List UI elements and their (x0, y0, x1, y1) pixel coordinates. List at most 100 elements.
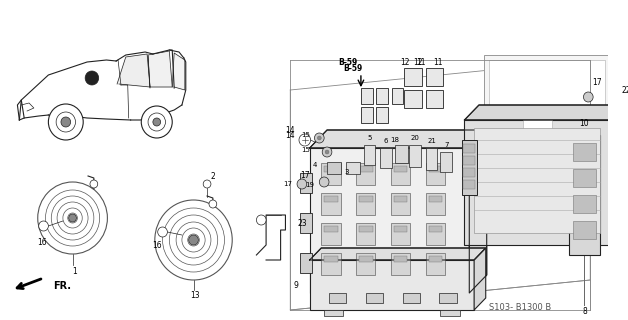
Bar (409, 145, 421, 167)
Text: B-59: B-59 (338, 58, 358, 67)
Circle shape (319, 177, 329, 187)
Text: 6: 6 (384, 138, 388, 144)
Text: 15: 15 (301, 147, 310, 153)
Bar (426, 193, 445, 215)
Bar (376, 88, 388, 104)
Text: B-59: B-59 (344, 63, 363, 73)
Circle shape (38, 182, 107, 254)
Bar (361, 88, 372, 104)
Circle shape (297, 179, 306, 189)
Circle shape (51, 196, 94, 240)
Bar (440, 310, 460, 316)
Bar (356, 193, 376, 215)
Bar (463, 168, 475, 177)
Bar (440, 152, 452, 172)
Bar (361, 107, 372, 123)
Circle shape (68, 214, 77, 222)
Circle shape (39, 221, 48, 231)
Bar (429, 256, 442, 262)
Bar (426, 90, 443, 108)
Bar (392, 88, 403, 104)
Circle shape (317, 136, 322, 140)
Bar (463, 144, 475, 153)
Circle shape (325, 150, 329, 154)
Circle shape (85, 71, 99, 85)
Bar (426, 163, 445, 185)
Bar (489, 60, 605, 135)
Circle shape (256, 215, 266, 225)
Polygon shape (148, 51, 172, 87)
Circle shape (90, 180, 98, 188)
Bar (310, 148, 469, 293)
Circle shape (48, 104, 84, 140)
Text: 1: 1 (72, 268, 77, 276)
Text: 16: 16 (152, 241, 161, 250)
Polygon shape (117, 54, 150, 87)
Bar (322, 193, 340, 215)
Bar (404, 68, 422, 86)
Bar (573, 221, 596, 239)
Bar (322, 253, 340, 275)
Text: 9: 9 (293, 281, 298, 290)
Bar (569, 135, 600, 255)
Bar (364, 145, 376, 165)
Bar (426, 68, 443, 86)
Bar (391, 163, 410, 185)
Text: 11: 11 (416, 58, 426, 67)
Bar (356, 223, 376, 245)
Text: 20: 20 (411, 135, 420, 141)
Circle shape (68, 213, 77, 223)
Polygon shape (474, 248, 485, 310)
Text: 17: 17 (283, 181, 292, 187)
Bar (394, 166, 408, 172)
Bar (359, 196, 372, 202)
Bar (484, 55, 610, 140)
Bar (324, 256, 338, 262)
Bar (429, 166, 442, 172)
Bar (391, 193, 410, 215)
Polygon shape (310, 248, 485, 260)
Circle shape (322, 147, 332, 157)
Bar (573, 143, 596, 161)
Text: 14: 14 (286, 131, 295, 140)
Bar (359, 226, 372, 232)
Circle shape (188, 235, 198, 245)
Bar (474, 128, 600, 233)
Bar (324, 196, 338, 202)
Circle shape (182, 228, 205, 252)
Polygon shape (469, 130, 487, 293)
Text: 10: 10 (580, 118, 589, 127)
Bar (300, 173, 311, 193)
Circle shape (148, 113, 165, 131)
Bar (324, 310, 344, 316)
Bar (347, 162, 360, 174)
Circle shape (57, 202, 88, 234)
Circle shape (209, 200, 217, 208)
Bar (300, 213, 311, 233)
Text: 4: 4 (313, 162, 317, 168)
Circle shape (315, 133, 324, 143)
Bar (381, 148, 392, 168)
Bar (394, 256, 408, 262)
Text: 12: 12 (399, 58, 409, 67)
Bar (359, 256, 372, 262)
Circle shape (141, 106, 172, 138)
Bar (429, 196, 442, 202)
Polygon shape (310, 130, 487, 148)
Bar (426, 148, 437, 170)
Bar (394, 226, 408, 232)
Bar (322, 163, 340, 185)
Bar (429, 226, 442, 232)
Bar (327, 162, 340, 174)
Bar (300, 253, 311, 273)
Text: 22: 22 (621, 85, 628, 94)
Text: 23: 23 (297, 219, 306, 228)
Circle shape (170, 215, 218, 265)
Text: 17: 17 (300, 171, 310, 180)
Bar (440, 293, 457, 303)
Text: 11: 11 (433, 58, 443, 67)
Circle shape (163, 208, 224, 272)
Bar (324, 226, 338, 232)
Bar (322, 223, 340, 245)
Bar (463, 156, 475, 165)
